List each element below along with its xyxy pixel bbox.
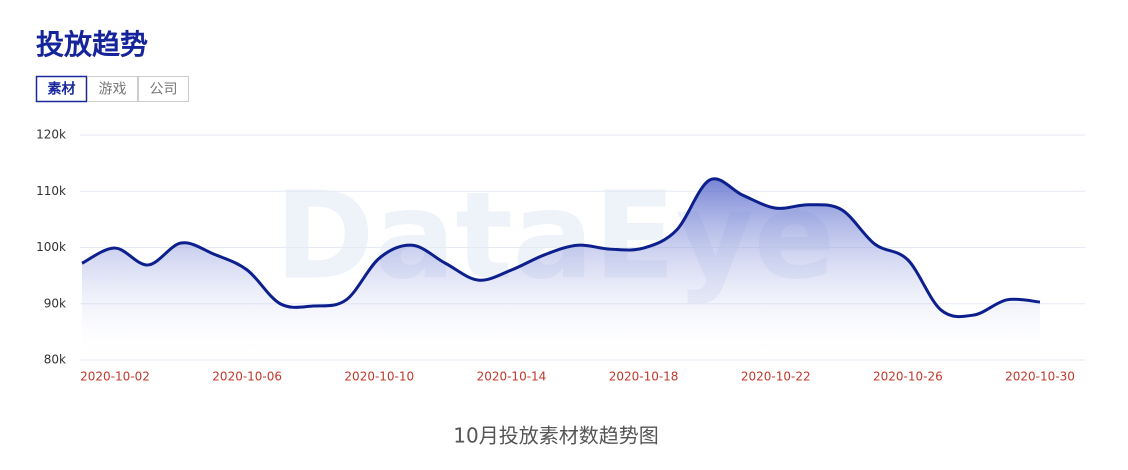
y-tick-label: 80k: [44, 353, 66, 367]
x-tick-label: 2020-10-26: [873, 370, 943, 384]
page-title: 投放趋势: [36, 28, 148, 61]
y-tick-label: 110k: [36, 184, 66, 198]
tab[interactable]: [87, 76, 138, 102]
chart-caption: 10月投放素材数趋势图: [453, 424, 658, 448]
line: [81, 177, 1041, 319]
tab-label[interactable]: 素材: [48, 81, 76, 98]
y-tick-label: 90k: [44, 296, 66, 310]
area: [82, 178, 1040, 360]
x-tick-label: 2020-10-14: [477, 370, 547, 384]
y-tick-label: 100k: [36, 240, 66, 254]
x-tick-label: 2020-10-06: [212, 370, 282, 384]
x-tick-label: 2020-10-22: [741, 370, 811, 384]
tab-bar: 素材 游戏 公司: [35, 75, 189, 103]
x-tick-label: 2020-10-10: [344, 370, 414, 384]
x-tick-label: 2020-10-18: [609, 370, 679, 384]
tab-label[interactable]: 公司: [150, 82, 178, 98]
tab[interactable]: [138, 76, 189, 102]
x-tick-label: 2020-10-02: [80, 370, 150, 384]
y-tick-label: 120k: [36, 128, 66, 142]
x-tick-label: 2020-10-30: [1005, 370, 1075, 384]
tab-label[interactable]: 游戏: [99, 82, 127, 98]
tab[interactable]: [35, 75, 88, 103]
